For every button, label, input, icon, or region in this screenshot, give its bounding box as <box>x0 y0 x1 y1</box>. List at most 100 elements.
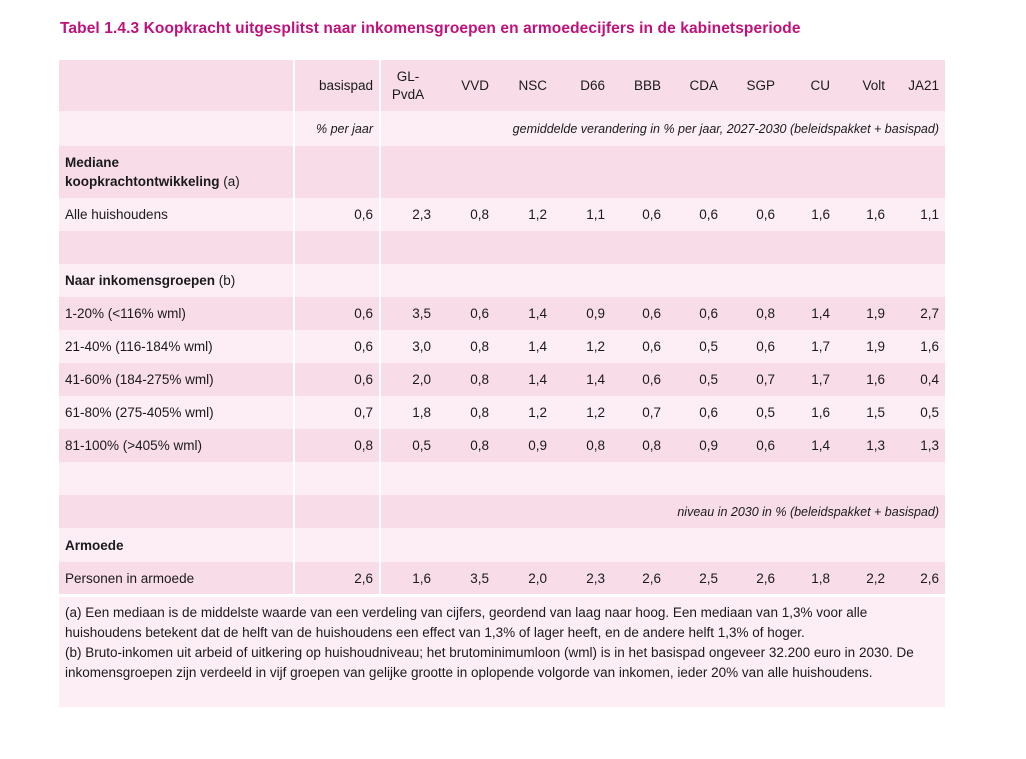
row-label: 1-20% (<116% wml) <box>65 306 186 321</box>
col-header-basispad: basispad <box>293 60 379 111</box>
cell-value: 2,3 <box>586 570 605 586</box>
cell-value: 1,6 <box>920 339 939 354</box>
cell-value: 1,2 <box>528 207 547 222</box>
purchasing-power-table: basispad GL- PvdA VVD NSC D66 BBB CDA SG… <box>59 60 945 594</box>
cell-value: 0,5 <box>756 405 775 420</box>
cell-value: 1,2 <box>586 339 605 354</box>
cell-value: 3,0 <box>379 330 437 363</box>
cell-value: 0,8 <box>470 438 489 453</box>
footnote-a: (a) Een mediaan is de middelste waarde v… <box>65 605 868 640</box>
cell-value: 0,7 <box>756 372 775 387</box>
cell-value: 1,4 <box>811 306 830 321</box>
cell-value: 0,9 <box>699 438 718 453</box>
cell-value: 1,1 <box>586 207 605 222</box>
cell-value: 1,4 <box>586 372 605 387</box>
cell-value: 2,5 <box>699 570 718 586</box>
cell-value: 1,2 <box>586 405 605 420</box>
cell-value: 0,4 <box>920 372 939 387</box>
cell-value: 1,6 <box>866 207 885 222</box>
row-label: Alle huishoudens <box>65 207 168 222</box>
col-header-volt: Volt <box>862 78 885 93</box>
cell-value: 0,7 <box>642 405 661 420</box>
cell-value: 0,6 <box>642 372 661 387</box>
cell-value: 1,3 <box>866 438 885 453</box>
row-label: 41-60% (184-275% wml) <box>65 372 214 387</box>
cell-value: 0,6 <box>642 306 661 321</box>
cell-value: 0,6 <box>756 339 775 354</box>
col-header-vvd: VVD <box>461 78 489 93</box>
cell-value: 2,6 <box>920 570 939 586</box>
units-basispad: % per jaar <box>293 111 379 146</box>
cell-value: 0,6 <box>699 306 718 321</box>
cell-value: 0,6 <box>642 207 661 222</box>
cell-value: 2,2 <box>866 570 885 586</box>
spacer-row <box>59 231 945 264</box>
cell-value: 0,6 <box>293 330 379 363</box>
cell-value: 2,6 <box>642 570 661 586</box>
cell-value: 2,0 <box>379 363 437 396</box>
level-note-row: niveau in 2030 in % (beleidspakket + bas… <box>59 495 945 528</box>
spacer-row <box>59 462 945 495</box>
cell-value: 0,6 <box>293 198 379 231</box>
cell-value: 0,6 <box>699 405 718 420</box>
cell-value: 1,4 <box>528 372 547 387</box>
cell-value: 0,5 <box>920 405 939 420</box>
cell-value: 0,6 <box>470 306 489 321</box>
table-row: Personen in armoede 2,6 1,6 3,5 2,0 2,3 … <box>59 562 945 594</box>
cell-value: 0,8 <box>756 306 775 321</box>
cell-value: 2,0 <box>528 570 547 586</box>
col-header-gl-pvda: GL- PvdA <box>379 60 437 111</box>
cell-value: 0,5 <box>699 339 718 354</box>
row-label: 81-100% (>405% wml) <box>65 438 202 453</box>
section-header-income: Naar inkomensgroepen (b) <box>59 264 945 297</box>
units-parties: gemiddelde verandering in % per jaar, 20… <box>379 111 945 146</box>
table-row: 1-20% (<116% wml) 0,6 3,5 0,6 1,4 0,9 0,… <box>59 297 945 330</box>
section-label-poverty: Armoede <box>65 537 124 553</box>
section-header-median: Mediane koopkrachtontwikkeling (a) <box>59 146 945 198</box>
cell-value: 2,7 <box>920 306 939 321</box>
cell-value: 1,4 <box>528 339 547 354</box>
table-footnotes: (a) Een mediaan is de middelste waarde v… <box>59 597 945 707</box>
cell-value: 0,8 <box>586 438 605 453</box>
table-row: 41-60% (184-275% wml) 0,6 2,0 0,8 1,4 1,… <box>59 363 945 396</box>
table-title: Tabel 1.4.3 Koopkracht uitgesplitst naar… <box>60 20 801 37</box>
cell-value: 0,8 <box>642 438 661 453</box>
cell-value: 1,2 <box>528 405 547 420</box>
level-note: niveau in 2030 in % (beleidspakket + bas… <box>379 495 945 528</box>
cell-value: 0,5 <box>699 372 718 387</box>
cell-value: 1,6 <box>379 562 437 594</box>
cell-value: 1,6 <box>866 372 885 387</box>
cell-value: 0,8 <box>470 405 489 420</box>
column-header-row: basispad GL- PvdA VVD NSC D66 BBB CDA SG… <box>59 60 945 111</box>
table-row: 81-100% (>405% wml) 0,8 0,5 0,8 0,9 0,8 … <box>59 429 945 462</box>
table-row: Alle huishoudens 0,6 2,3 0,8 1,2 1,1 0,6… <box>59 198 945 231</box>
col-header-d66: D66 <box>580 78 605 93</box>
cell-value: 1,6 <box>811 405 830 420</box>
cell-value: 0,7 <box>293 396 379 429</box>
col-header-nsc: NSC <box>518 78 547 93</box>
cell-value: 0,8 <box>293 429 379 462</box>
cell-value: 0,5 <box>379 429 437 462</box>
cell-value: 1,5 <box>866 405 885 420</box>
row-label: 61-80% (275-405% wml) <box>65 405 214 420</box>
units-row: % per jaar gemiddelde verandering in % p… <box>59 111 945 146</box>
cell-value: 3,5 <box>470 570 489 586</box>
col-header-cu: CU <box>810 78 831 93</box>
cell-value: 1,7 <box>811 372 830 387</box>
col-header-bbb: BBB <box>633 78 661 93</box>
cell-value: 0,6 <box>642 339 661 354</box>
cell-value: 0,8 <box>470 207 489 222</box>
cell-value: 0,8 <box>470 372 489 387</box>
cell-value: 1,8 <box>811 570 830 586</box>
cell-value: 2,6 <box>293 562 379 594</box>
section-header-poverty: Armoede <box>59 528 945 562</box>
section-label-median: Mediane koopkrachtontwikkeling (a) <box>65 155 240 189</box>
cell-value: 0,9 <box>528 438 547 453</box>
table-row: 61-80% (275-405% wml) 0,7 1,8 0,8 1,2 1,… <box>59 396 945 429</box>
cell-value: 0,6 <box>293 297 379 330</box>
table-row: 21-40% (116-184% wml) 0,6 3,0 0,8 1,4 1,… <box>59 330 945 363</box>
cell-value: 0,6 <box>756 438 775 453</box>
col-header-ja21: JA21 <box>908 78 939 93</box>
cell-value: 1,6 <box>811 207 830 222</box>
cell-value: 0,6 <box>293 363 379 396</box>
